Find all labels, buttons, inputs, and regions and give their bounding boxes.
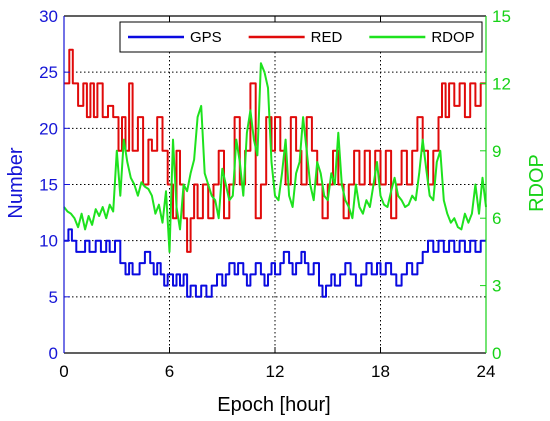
x-tick-label: 24 <box>477 362 496 381</box>
series-line-red <box>64 48 486 253</box>
left-tick-label: 30 <box>39 7 58 26</box>
legend-label-red: RED <box>311 29 343 46</box>
right-tick-label: 9 <box>492 142 501 161</box>
right-tick-label: 3 <box>492 277 501 296</box>
right-tick-label: 15 <box>492 7 511 26</box>
right-axis-label: RDOP <box>526 154 548 212</box>
right-tick-label: 12 <box>492 74 511 93</box>
left-tick-label: 5 <box>49 288 58 307</box>
left-tick-label: 20 <box>39 119 58 138</box>
left-axis-label: Number <box>5 147 27 218</box>
right-tick-label: 6 <box>492 209 501 228</box>
series-line-rdop <box>63 62 487 253</box>
grid <box>64 16 486 353</box>
legend: GPS RED RDOP <box>119 21 483 53</box>
left-tick-label: 10 <box>39 232 58 251</box>
axes <box>63 15 487 354</box>
plot-area <box>63 48 487 298</box>
left-tick-label: 25 <box>39 63 58 82</box>
x-tick-label: 6 <box>165 362 174 381</box>
legend-label-rdop: RDOP <box>431 29 474 46</box>
x-axis-label: Epoch [hour] <box>217 394 330 416</box>
x-tick-label: 0 <box>59 362 68 381</box>
x-tick-label: 12 <box>266 362 285 381</box>
left-tick-label: 0 <box>49 344 58 363</box>
right-tick-label: 0 <box>492 344 501 363</box>
legend-label-gps: GPS <box>190 29 222 46</box>
left-tick-label: 15 <box>39 176 58 195</box>
series-line-gps <box>64 228 486 298</box>
x-tick-label: 18 <box>371 362 390 381</box>
